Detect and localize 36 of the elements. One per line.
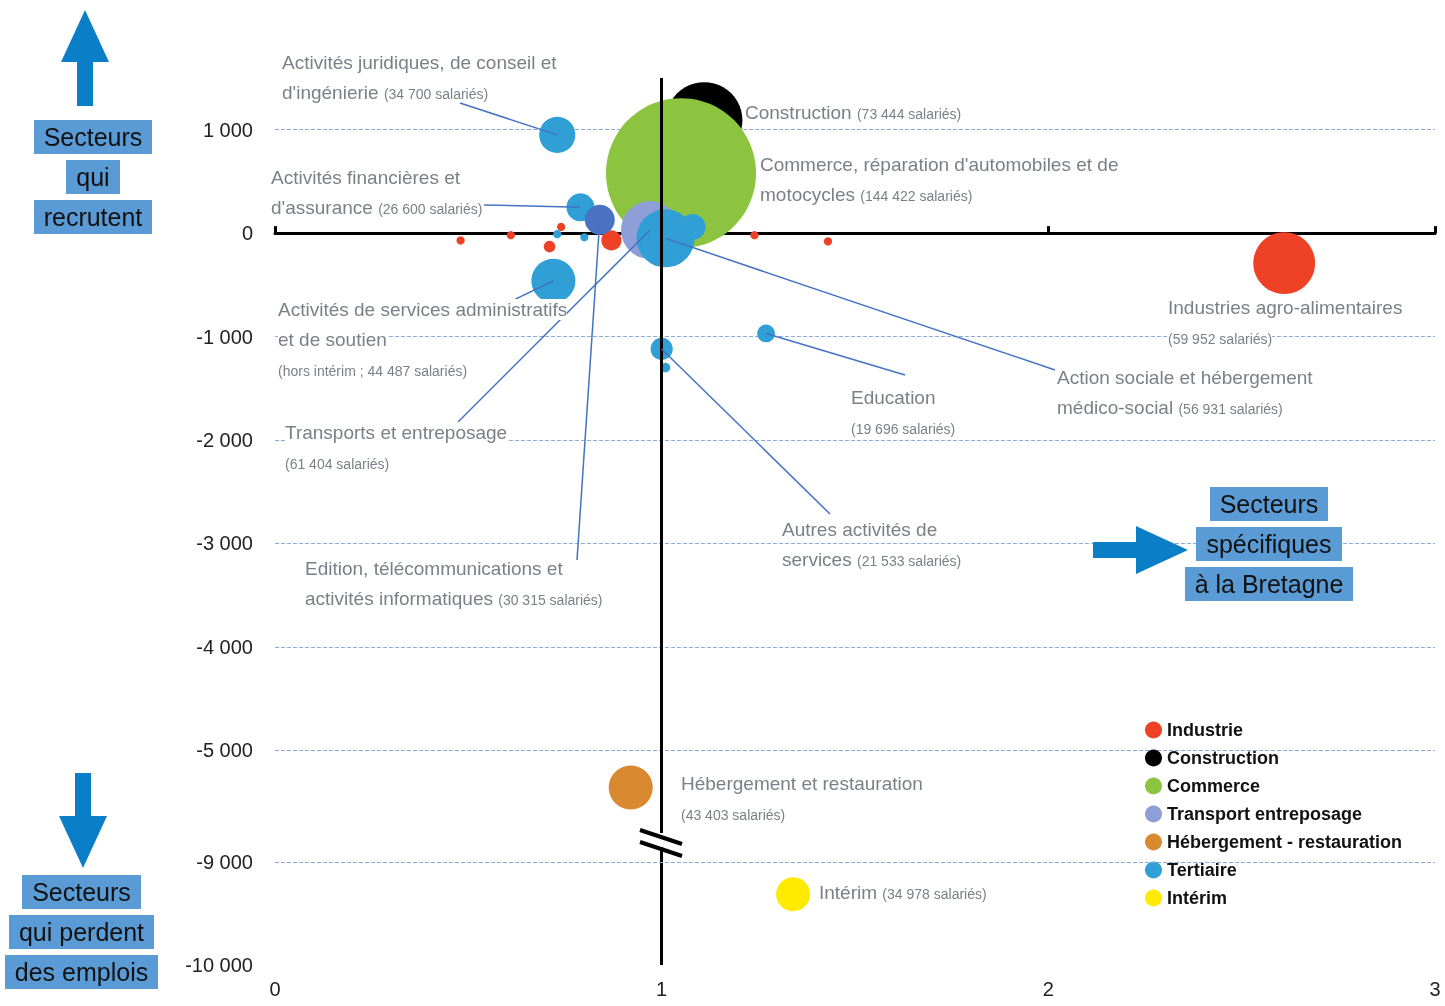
annotation: Autres activités de services (21 533 salariés) bbox=[782, 519, 962, 570]
x-tick-label: 0 bbox=[269, 978, 281, 1000]
text: Secteurs qui recrutent bbox=[42, 122, 144, 233]
y-tick-label: 0 bbox=[241, 222, 253, 245]
legend-label: Tertiaire bbox=[1167, 860, 1237, 880]
y-tick-label: -1 000 bbox=[196, 325, 253, 348]
annotation: Edition, télécommunications et activités informatiques (30 315 salariés) bbox=[305, 558, 603, 609]
annotation: Commerce, réparation d'automobiles et de motocycles (144 422 salariés) bbox=[760, 154, 1119, 205]
x-tick-label: 3 bbox=[1429, 978, 1441, 1000]
y-tick-label: -10 000 bbox=[185, 954, 253, 976]
y-tick-label: -9 000 bbox=[196, 851, 253, 874]
y-tick-label: -3 000 bbox=[196, 532, 253, 555]
annotation: Activités financières et d'assurance (26 600 salariés) bbox=[271, 167, 483, 218]
annotation: Activités juridiques, de conseil et d'ingénierie (34 700 salariés) bbox=[282, 52, 557, 103]
legend-label: Hébergement - restauration bbox=[1167, 832, 1403, 852]
y-tick-label: -2 000 bbox=[196, 428, 253, 451]
x-tick-label: 1 bbox=[656, 978, 668, 1000]
legend-label: Industrie bbox=[1167, 720, 1244, 740]
annotation: Hébergement et restauration (43 403 salariés) bbox=[681, 773, 923, 823]
annotation: Activités de services administratifs et de soutien (hors intérim ; 44 487 salariés) bbox=[278, 299, 568, 379]
legend-label: Transport entreposage bbox=[1167, 804, 1363, 824]
annotation: Education (19 696 salariés) bbox=[851, 387, 956, 437]
annotation: Industries agro-alimentaires (59 952 salariés) bbox=[1168, 297, 1403, 347]
annotation: Secteurs spécifiques à la Bretagne bbox=[1193, 489, 1345, 600]
annotation: Intérim (34 978 salariés) bbox=[819, 882, 987, 903]
legend-label: Construction bbox=[1167, 748, 1279, 768]
text: Secteurs qui perdent des emplois bbox=[13, 877, 150, 988]
annotation: Action sociale et hébergement médico-social (56 931 salariés) bbox=[1057, 367, 1313, 418]
annotation: Transports et entreposage (61 404 salariés) bbox=[285, 422, 508, 472]
y-tick-label: -4 000 bbox=[196, 635, 253, 658]
y-tick-label: 1 000 bbox=[202, 118, 253, 141]
annotation: Construction (73 444 salariés) bbox=[745, 102, 962, 123]
x-tick-label: 2 bbox=[1042, 978, 1054, 1000]
legend-label: Intérim bbox=[1167, 888, 1228, 908]
y-tick-label: -5 000 bbox=[196, 739, 253, 762]
legend-label: Commerce bbox=[1167, 776, 1261, 796]
